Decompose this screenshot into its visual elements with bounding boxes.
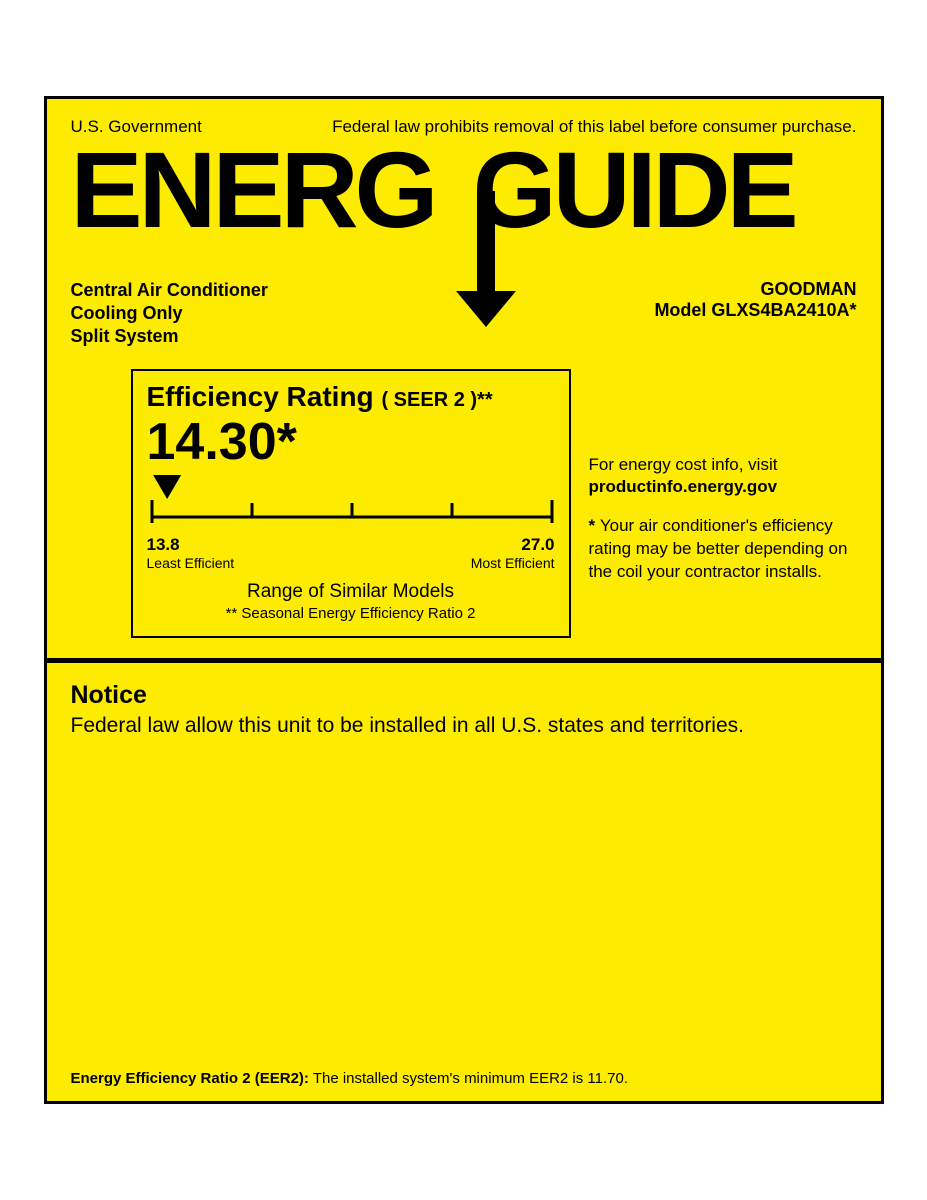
rating-row: Efficiency Rating ( SEER 2 )** 14.30* 13…: [71, 369, 857, 639]
visit-text: For energy cost info, visit: [589, 455, 851, 475]
efficiency-rating-box: Efficiency Rating ( SEER 2 )** 14.30* 13…: [131, 369, 571, 639]
product-model: GOODMAN Model GLXS4BA2410A*: [654, 279, 856, 349]
rating-title: Efficiency Rating ( SEER 2 )**: [147, 381, 555, 413]
bottom-section: Notice Federal law allow this unit to be…: [47, 663, 881, 1101]
eer-text: The installed system's minimum EER2 is 1…: [313, 1070, 628, 1087]
scale-max-value: 27.0: [521, 535, 554, 555]
top-section: U.S. Government Federal law prohibits re…: [47, 99, 881, 664]
footnote-text: Your air conditioner's efficiency rating…: [589, 516, 848, 581]
scale-min-label: Least Efficient: [147, 555, 235, 571]
product-line2: Cooling Only: [71, 302, 268, 325]
rating-title-suffix: ( SEER 2 )**: [381, 389, 492, 411]
energy-guide-label: U.S. Government Federal law prohibits re…: [44, 96, 884, 1105]
down-arrow-icon: [456, 191, 516, 331]
eer-label: Energy Efficiency Ratio 2 (EER2):: [71, 1070, 309, 1087]
model-number: Model GLXS4BA2410A*: [654, 300, 856, 321]
efficiency-footnote: * Your air conditioner's efficiency rati…: [589, 515, 851, 584]
range-subtext: ** Seasonal Energy Efficiency Ratio 2: [147, 605, 555, 622]
brand-name: GOODMAN: [654, 279, 856, 300]
side-info: For energy cost info, visit productinfo.…: [589, 369, 857, 584]
scale-max-label: Most Efficient: [471, 555, 555, 571]
logo-word-left: ENERG: [71, 139, 435, 242]
product-line3: Split System: [71, 325, 268, 348]
notice-title: Notice: [71, 681, 857, 710]
rating-title-text: Efficiency Rating: [147, 381, 374, 412]
eer-line: Energy Efficiency Ratio 2 (EER2): The in…: [71, 1070, 857, 1087]
rating-value: 14.30*: [147, 415, 555, 470]
range-text: Range of Similar Models: [147, 581, 555, 603]
energyguide-logo: ENERG GUIDE: [71, 139, 857, 269]
info-url: productinfo.energy.gov: [589, 477, 851, 497]
product-type: Central Air Conditioner Cooling Only Spl…: [71, 279, 268, 349]
scale-chart: [147, 473, 557, 533]
scale-min-value: 13.8: [147, 535, 180, 555]
logo-word-right: GUIDE: [473, 139, 795, 242]
footnote-asterisk: *: [589, 516, 596, 535]
notice-text: Federal law allow this unit to be instal…: [71, 712, 857, 739]
efficiency-scale: 13.8 27.0 Least Efficient Most Efficient: [147, 473, 555, 571]
product-line1: Central Air Conditioner: [71, 279, 268, 302]
